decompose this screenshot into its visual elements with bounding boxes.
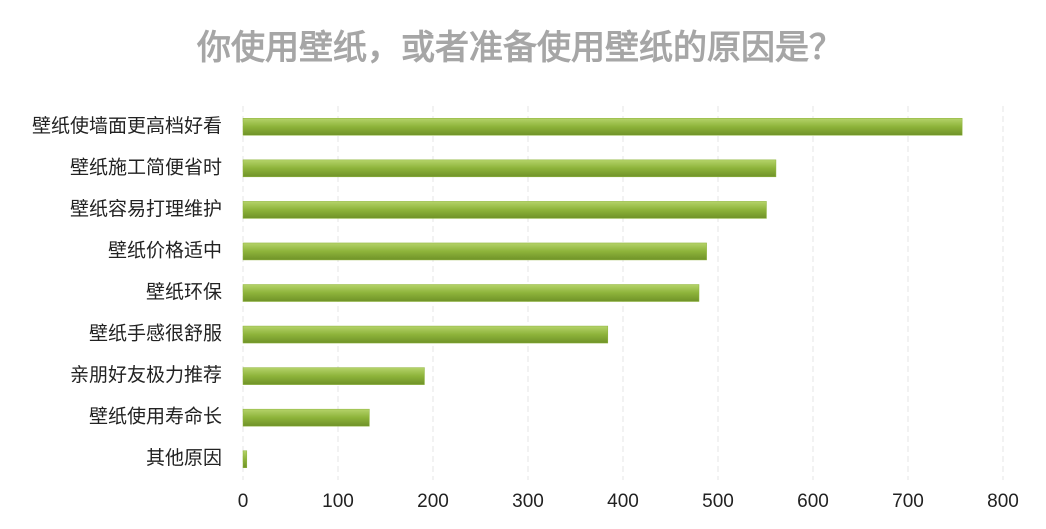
chart-title: 你使用壁纸，或者准备使用壁纸的原因是？ — [196, 29, 843, 67]
y-tick-label: 其他原因 — [146, 447, 222, 469]
y-tick-label: 壁纸手感很舒服 — [89, 323, 222, 345]
bar — [242, 408, 370, 427]
y-tick-label: 亲朋好友极力推荐 — [70, 364, 222, 386]
y-tick-label: 壁纸容易打理维护 — [70, 198, 222, 220]
x-tick-label: 700 — [892, 491, 924, 512]
bar — [242, 325, 609, 344]
y-tick-label: 壁纸使用寿命长 — [89, 406, 222, 428]
x-tick-label: 500 — [702, 491, 734, 512]
x-tick-label: 800 — [987, 491, 1019, 512]
bar — [242, 450, 248, 468]
bar — [242, 242, 707, 261]
bar — [242, 284, 700, 302]
x-tick-label: 300 — [512, 491, 544, 512]
y-tick-label: 壁纸施工简便省时 — [70, 156, 222, 178]
bar — [242, 118, 963, 136]
y-tick-label: 壁纸价格适中 — [108, 239, 222, 261]
y-tick-label: 壁纸环保 — [146, 281, 222, 303]
x-tick-label: 400 — [607, 491, 639, 512]
x-tick-label: 600 — [797, 491, 829, 512]
bar — [242, 201, 767, 219]
x-tick-label: 100 — [322, 491, 354, 512]
bar — [242, 367, 425, 385]
x-tick-label: 200 — [417, 491, 449, 512]
x-tick-label: 0 — [238, 491, 249, 512]
y-tick-label: 壁纸使墙面更高档好看 — [32, 115, 222, 137]
bar — [242, 159, 777, 178]
